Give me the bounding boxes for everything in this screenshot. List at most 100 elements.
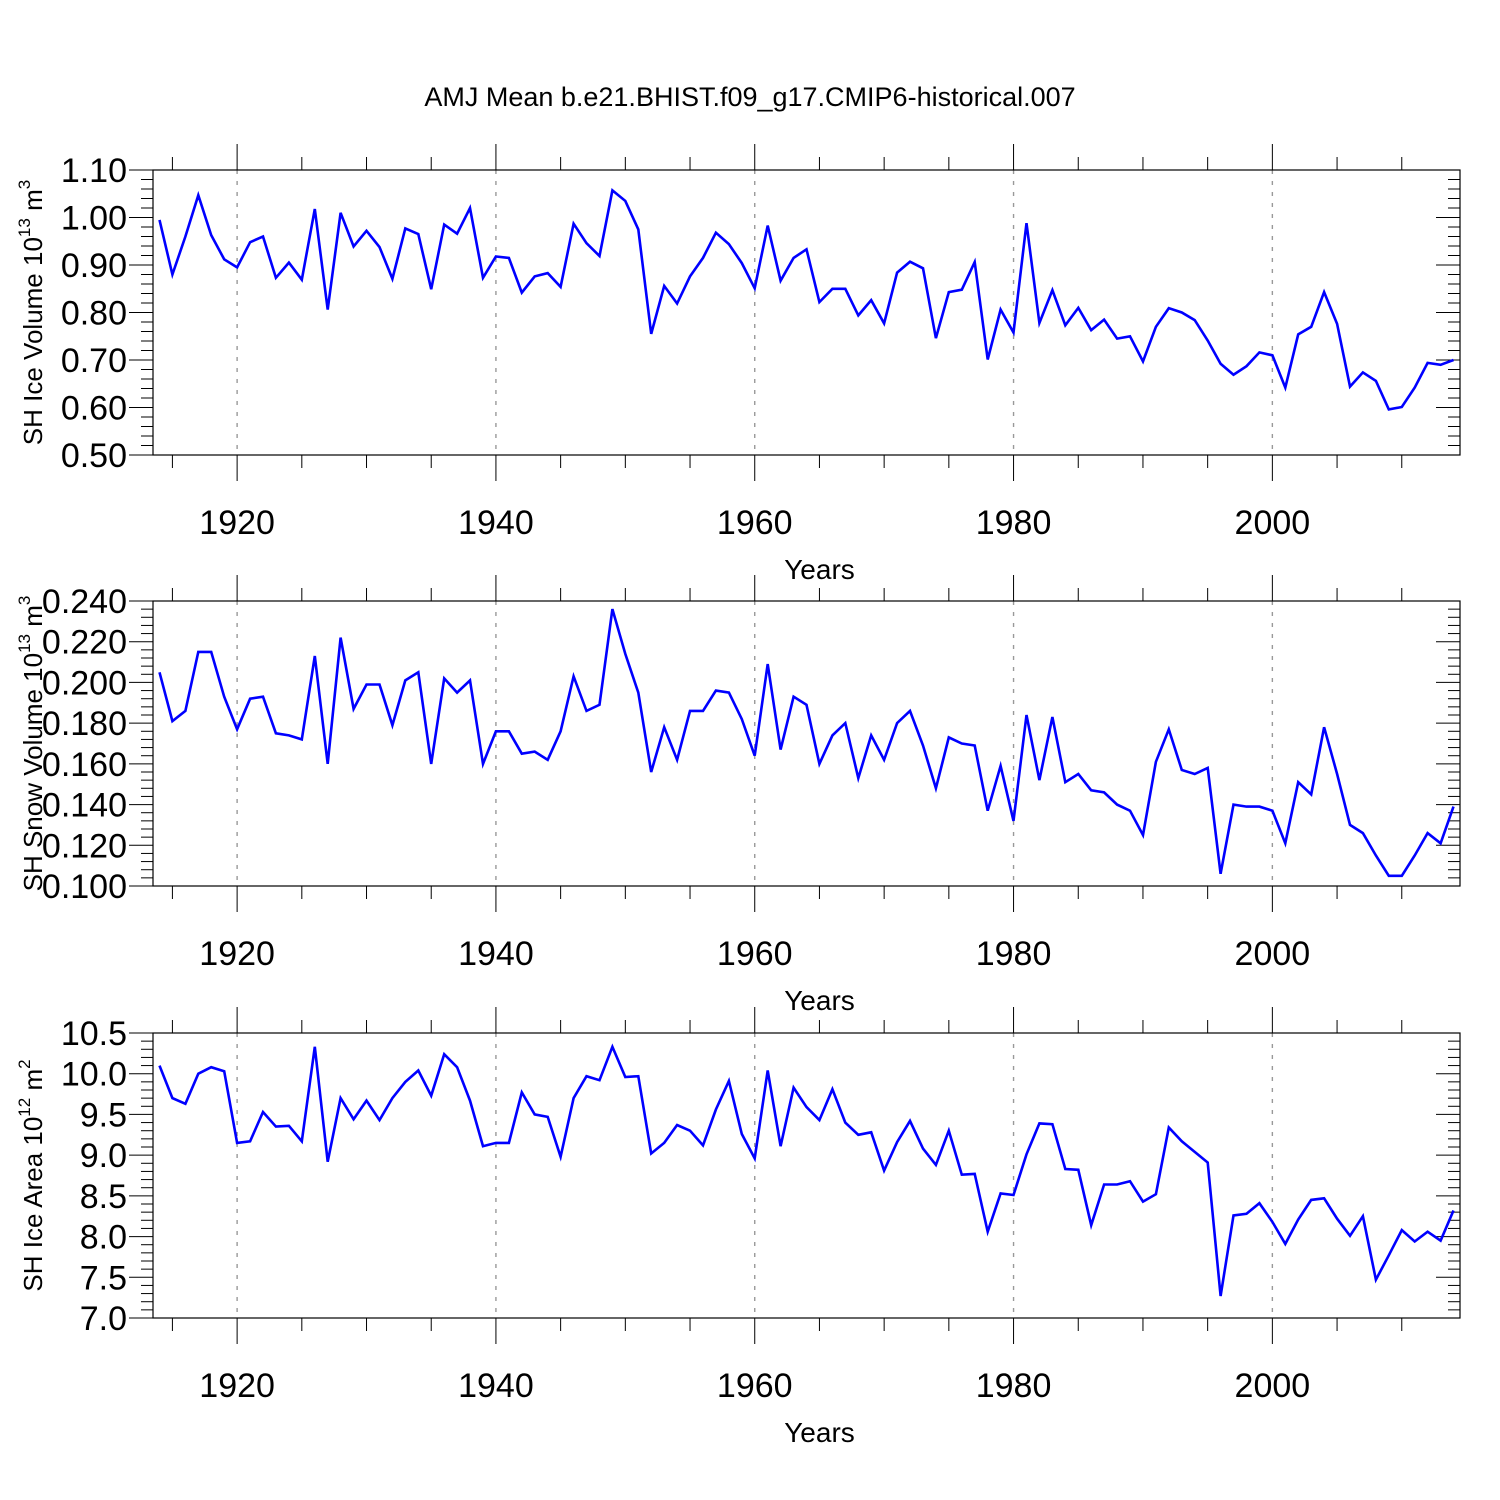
x-axis-label: Years [784,985,855,1016]
chart-panel-2: 0.1000.1200.1400.1600.1800.2000.2200.240… [15,575,1461,1016]
data-point-2001 [1283,1242,1287,1246]
data-point-1955 [688,274,692,278]
data-point-1939 [481,762,485,766]
data-point-1929 [352,707,356,711]
data-point-1930 [365,683,369,687]
data-point-1962 [779,279,783,283]
data-point-1958 [727,691,731,695]
y-tick-label: 8.5 [80,1178,127,1216]
data-point-1969 [869,298,873,302]
data-point-1960 [753,1156,757,1160]
y-tick-label: 0.180 [42,705,127,743]
data-point-1988 [1115,1183,1119,1187]
data-point-1959 [740,1132,744,1136]
data-point-1941 [507,256,511,260]
x-tick-label: 1980 [976,504,1052,542]
data-point-2008 [1374,1278,1378,1282]
data-point-1987 [1102,318,1106,322]
data-point-1919 [222,695,226,699]
data-point-1969 [869,733,873,737]
y-tick-label: 7.5 [80,1259,127,1297]
data-point-1927 [326,308,330,312]
data-point-1989 [1128,334,1132,338]
x-tick-label: 2000 [1235,935,1311,973]
data-point-1949 [610,188,614,192]
x-tick-label: 1920 [199,504,275,542]
data-point-1991 [1154,325,1158,329]
data-point-1924 [287,1124,291,1128]
data-point-1933 [403,678,407,682]
data-point-1970 [882,758,886,762]
data-point-1976 [960,288,964,292]
data-point-1927 [326,762,330,766]
data-point-1994 [1193,318,1197,322]
data-point-1939 [481,276,485,280]
data-point-2002 [1296,780,1300,784]
y-tick-label: 0.200 [42,664,127,702]
data-point-1963 [792,1086,796,1090]
data-point-1952 [649,332,653,336]
data-point-1941 [507,1141,511,1145]
data-point-1988 [1115,337,1119,341]
data-point-1936 [442,1052,446,1056]
data-point-1962 [779,748,783,752]
data-point-1992 [1167,1126,1171,1130]
data-point-1931 [378,245,382,249]
data-point-1938 [468,206,472,210]
x-tick-label: 1960 [717,504,793,542]
plot-frame [152,600,1461,887]
data-point-1915 [170,273,174,277]
data-point-1996 [1219,1294,1223,1298]
y-tick-label: 0.60 [61,390,127,428]
data-point-1957 [714,231,718,235]
data-point-1945 [559,729,563,733]
data-point-1981 [1025,221,1029,225]
data-point-1991 [1154,1192,1158,1196]
data-point-1974 [934,336,938,340]
data-point-1979 [999,308,1003,312]
data-point-1953 [662,725,666,729]
data-point-1942 [520,291,524,295]
data-point-1959 [740,261,744,265]
data-point-1978 [986,358,990,362]
data-point-1949 [610,1045,614,1049]
data-point-1976 [960,1173,964,1177]
y-axis-label-unit-exponent: 3 [15,180,34,189]
data-point-2010 [1400,1228,1404,1232]
data-point-1981 [1025,1152,1029,1156]
data-point-1928 [339,1096,343,1100]
data-point-1927 [326,1160,330,1164]
data-point-1942 [520,1090,524,1094]
data-point-1914 [158,1064,162,1068]
data-point-1982 [1037,321,1041,325]
y-tick-label: 0.220 [42,624,127,662]
data-point-1937 [455,232,459,236]
data-point-1936 [442,223,446,227]
data-point-1914 [158,218,162,222]
data-point-1951 [636,227,640,231]
data-point-1990 [1141,833,1145,837]
data-point-1996 [1219,362,1223,366]
y-axis-label: SH Ice Volume 1013 m3 [15,180,48,445]
data-point-1920 [235,1141,239,1145]
y-tick-label: 0.140 [42,787,127,825]
plot-frame [152,1032,1461,1319]
data-point-2005 [1335,772,1339,776]
data-point-1960 [753,286,757,290]
x-tick-label: 1960 [717,935,793,973]
series-line [158,1043,1455,1297]
data-point-2000 [1270,809,1274,813]
data-point-1966 [830,287,834,291]
data-point-1961 [766,662,770,666]
data-point-1923 [274,731,278,735]
y-axis-label-exponent: 13 [15,218,34,237]
data-point-1957 [714,689,718,693]
data-point-1940 [494,255,498,259]
y-tick-label: 9.0 [80,1137,127,1175]
data-point-1942 [520,752,524,756]
data-point-1930 [365,1099,369,1103]
data-point-1954 [675,302,679,306]
data-point-2000 [1270,353,1274,357]
data-point-1949 [610,607,614,611]
data-point-1915 [170,719,174,723]
